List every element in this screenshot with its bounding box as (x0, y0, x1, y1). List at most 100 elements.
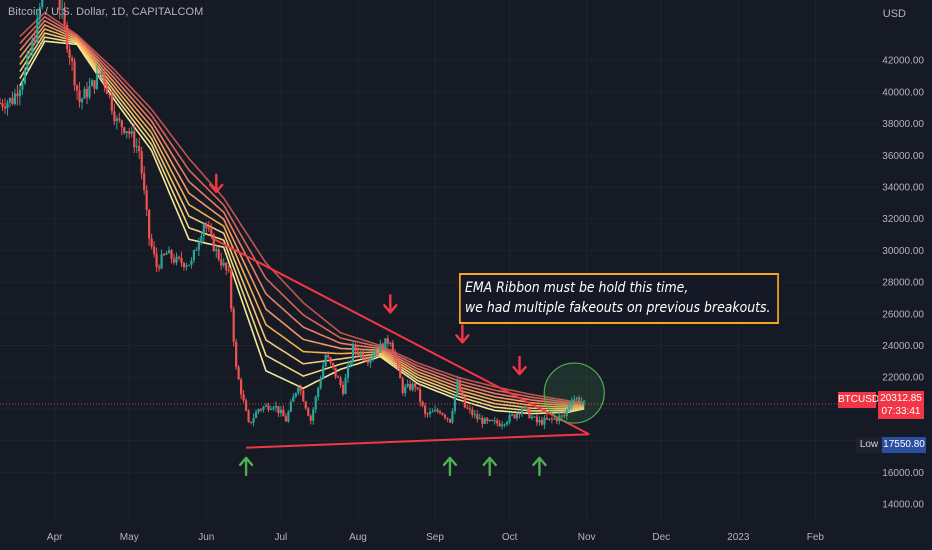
annotation-note: EMA Ribbon must be hold this time, we ha… (459, 273, 780, 324)
candle-body (339, 377, 342, 385)
candle-body (416, 387, 419, 389)
x-tick-label: Jun (198, 532, 214, 543)
candle-body (175, 256, 178, 263)
candle-body (38, 7, 41, 19)
down-arrow-icon (209, 173, 224, 194)
candle-body (530, 416, 534, 419)
symbol-title[interactable]: Bitcoin / U.S. Dollar, 1D, CAPITALCOM (8, 6, 204, 18)
candle-body (202, 223, 205, 236)
trendline-resistance (210, 236, 590, 436)
x-tick-label: May (120, 532, 139, 543)
candle-body (6, 102, 9, 109)
candle-body (548, 418, 551, 420)
currency-label[interactable]: USD (882, 8, 906, 20)
candle-body (33, 39, 36, 43)
candle-body (259, 409, 263, 411)
candle-body (386, 338, 389, 344)
candle-body (428, 411, 432, 414)
candle-body (304, 401, 307, 409)
candle-body (41, 0, 44, 8)
candle-body (113, 111, 116, 122)
x-tick-label: Dec (652, 532, 670, 543)
candle-body (498, 423, 501, 427)
candle-body (3, 106, 7, 109)
ema-ribbon (19, 11, 585, 415)
candle-body (481, 418, 484, 424)
candle-body (160, 254, 163, 269)
candle-body (172, 258, 176, 263)
candle-body (538, 419, 541, 423)
candle-body (406, 384, 409, 387)
candle-body (399, 365, 402, 379)
candle-body (409, 384, 412, 390)
candle-body (540, 419, 544, 425)
candle-body (135, 146, 138, 148)
up-arrow-icon-head (238, 456, 254, 467)
candle-body (389, 342, 392, 344)
ema-line (19, 36, 585, 412)
candle-body (458, 380, 461, 392)
ema-line (19, 15, 585, 405)
candle-body (520, 408, 524, 414)
candle-body (309, 415, 312, 421)
candle-body (351, 344, 355, 362)
candle-body (1, 103, 4, 107)
candle-body (302, 390, 305, 402)
candle-body (473, 414, 476, 416)
candle-body (13, 93, 17, 104)
candle-body (356, 351, 360, 355)
candle-body (384, 338, 387, 350)
up-arrow-icon (238, 456, 254, 477)
candle-body (170, 250, 173, 259)
candle-body (441, 413, 444, 415)
up-arrow-icon-head (532, 456, 547, 467)
candle-body (115, 118, 118, 122)
candle-body (568, 405, 571, 410)
candle-body (66, 25, 69, 50)
candle-body (307, 408, 310, 416)
candle-body (125, 131, 128, 134)
candle-body (100, 71, 104, 75)
candle-body (272, 407, 275, 409)
candle-body (284, 416, 287, 422)
candle-body (414, 383, 417, 388)
current-price-value: 20312.85 (880, 393, 922, 404)
candle-body (145, 190, 148, 210)
candle-body (90, 80, 94, 87)
y-tick-label: 28000.00 (882, 278, 924, 289)
candle-body (267, 405, 270, 410)
ema-line (19, 40, 585, 415)
candle-body (210, 229, 213, 235)
trendline-support (246, 433, 590, 449)
candle-body (240, 379, 243, 395)
down-arrow-icon-head (455, 334, 470, 344)
candle-body (341, 384, 345, 394)
candle-body (563, 415, 566, 417)
candle-body (391, 342, 394, 354)
candle-body (419, 388, 422, 402)
candle-body (0, 103, 2, 105)
y-tick-label: 40000.00 (882, 87, 924, 98)
ema-line (19, 32, 585, 410)
candle-body (486, 418, 489, 421)
candle-body (28, 53, 31, 56)
candle-body (80, 98, 84, 103)
candle-body (483, 418, 486, 424)
candle-body (105, 84, 108, 95)
candle-body (95, 73, 99, 89)
candle-body (324, 355, 327, 367)
candle-body (312, 409, 315, 421)
candle-body (185, 265, 188, 268)
candle-body (247, 410, 250, 422)
candle-body (371, 356, 374, 359)
candle-body (120, 120, 123, 128)
candle-body (376, 352, 379, 354)
candle-body (580, 401, 583, 403)
x-tick-label: Jul (275, 532, 288, 543)
up-arrow-icon (482, 456, 497, 477)
candle-body (225, 262, 228, 271)
candles (0, 0, 586, 430)
candle-body (269, 408, 273, 410)
candle-body (366, 360, 370, 363)
